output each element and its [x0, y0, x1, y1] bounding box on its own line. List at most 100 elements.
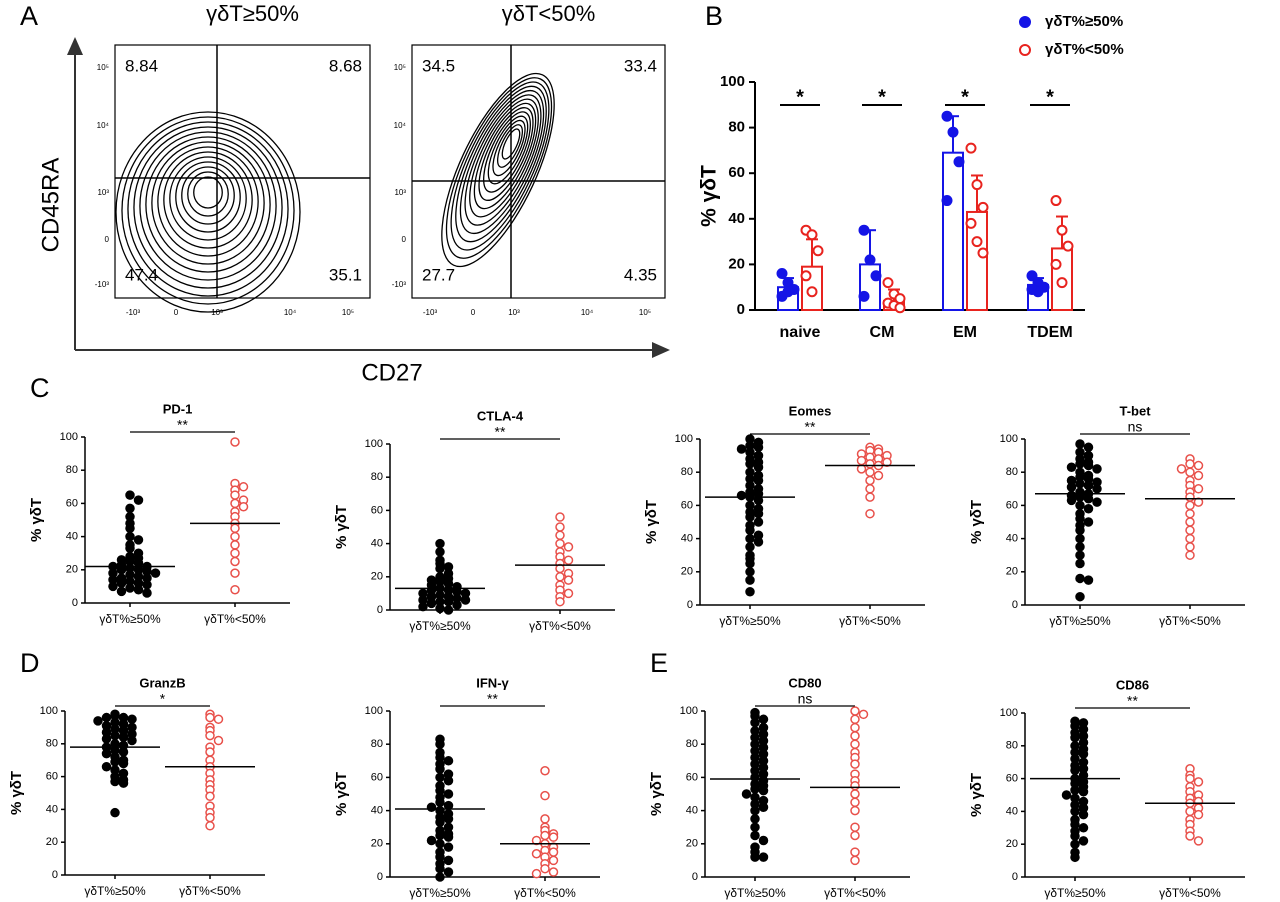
- point: [540, 766, 550, 776]
- y-tick-label: 60: [66, 497, 78, 509]
- y-tick-label: 40: [1006, 533, 1018, 545]
- x-tick-label: 0: [174, 308, 179, 317]
- panel-letter: E: [650, 648, 668, 678]
- point: [230, 490, 240, 500]
- point: [800, 270, 812, 282]
- plot-frame: [411, 44, 666, 299]
- y-tick-label: 80: [686, 738, 698, 750]
- point: [460, 595, 471, 605]
- point: [110, 807, 120, 818]
- point: [865, 475, 875, 486]
- point: [873, 470, 884, 481]
- contour: [483, 111, 531, 193]
- point: [1078, 823, 1089, 833]
- point: [1050, 258, 1062, 270]
- point: [745, 558, 755, 569]
- point: [116, 578, 127, 588]
- point: [118, 778, 129, 788]
- y-tick-label: 20: [728, 255, 745, 272]
- significance-label: **: [495, 424, 506, 440]
- point: [750, 830, 760, 841]
- point: [230, 540, 240, 550]
- point: [133, 584, 144, 595]
- x-tick-label: -10³: [126, 308, 141, 317]
- point: [435, 603, 445, 614]
- point: [1066, 495, 1077, 506]
- significance-label: *: [1046, 86, 1054, 108]
- quadrant-value: 47.4: [125, 265, 158, 284]
- y-tick-label: 40: [66, 531, 78, 543]
- bar: [942, 151, 964, 311]
- significance-label: *: [796, 86, 804, 108]
- y-tick-label: 80: [371, 471, 383, 483]
- y-tick-label: 10³: [97, 188, 109, 197]
- point: [555, 522, 565, 532]
- point: [1066, 482, 1077, 492]
- point: [230, 437, 240, 447]
- point: [870, 270, 882, 282]
- y-tick-label: 100: [675, 433, 693, 445]
- x-tick-label: 10³: [211, 308, 223, 317]
- point: [1092, 497, 1102, 507]
- contour: [151, 141, 265, 265]
- point: [1056, 224, 1068, 236]
- x-tick-label: 10⁵: [342, 308, 354, 317]
- chart-title: CTLA-4: [477, 408, 524, 423]
- point: [745, 575, 755, 585]
- point: [435, 764, 445, 774]
- x-tick-label: γδT%≥50%: [84, 884, 146, 898]
- point: [864, 254, 876, 266]
- point: [110, 757, 120, 767]
- point: [101, 712, 112, 723]
- point: [745, 542, 755, 552]
- point: [1075, 500, 1085, 511]
- point: [758, 785, 769, 796]
- point: [941, 110, 953, 122]
- x-tick-label: 10⁵: [639, 308, 651, 317]
- point: [555, 596, 565, 607]
- point: [1193, 484, 1204, 494]
- plot-frame: [114, 44, 371, 299]
- point: [1070, 806, 1080, 817]
- point: [1075, 439, 1085, 449]
- point: [850, 780, 860, 791]
- y-tick-label: 100: [365, 438, 383, 450]
- point: [205, 812, 215, 823]
- y-axis-label: % γδT: [8, 771, 25, 815]
- contour: [187, 171, 229, 217]
- x-tick-label: γδT%<50%: [1159, 886, 1221, 900]
- significance-label: *: [878, 86, 886, 108]
- point: [435, 839, 445, 849]
- point: [965, 217, 977, 229]
- point: [1185, 550, 1195, 560]
- y-tick-label: 0: [105, 235, 110, 244]
- point: [1083, 480, 1094, 491]
- point: [947, 126, 959, 138]
- point: [758, 714, 769, 725]
- x-tick-label: γδT%≥50%: [99, 612, 161, 626]
- plot-title: γδT≥50%: [206, 1, 299, 26]
- point: [110, 776, 120, 787]
- point: [531, 868, 542, 879]
- y-tick-label: 10⁴: [97, 121, 110, 130]
- point: [745, 533, 755, 544]
- point: [745, 586, 755, 597]
- x-tick-label: γδT%<50%: [839, 614, 901, 628]
- quadrant-value: 35.1: [329, 265, 362, 284]
- point: [1083, 460, 1094, 471]
- x-tick-label: 10³: [508, 308, 520, 317]
- y-tick-label: 10⁵: [394, 63, 406, 72]
- point: [745, 567, 755, 577]
- point: [435, 772, 445, 783]
- y-tick-label: 40: [728, 210, 745, 227]
- y-tick-label: 0: [737, 301, 745, 318]
- point: [1185, 500, 1195, 511]
- point: [1185, 525, 1195, 536]
- point: [1070, 765, 1080, 776]
- x-axis-label: CD27: [361, 359, 422, 386]
- point: [435, 797, 445, 808]
- point: [1092, 464, 1102, 474]
- chart-title: CD80: [788, 675, 821, 690]
- y-tick-label: 0: [52, 869, 58, 881]
- point: [1070, 732, 1080, 743]
